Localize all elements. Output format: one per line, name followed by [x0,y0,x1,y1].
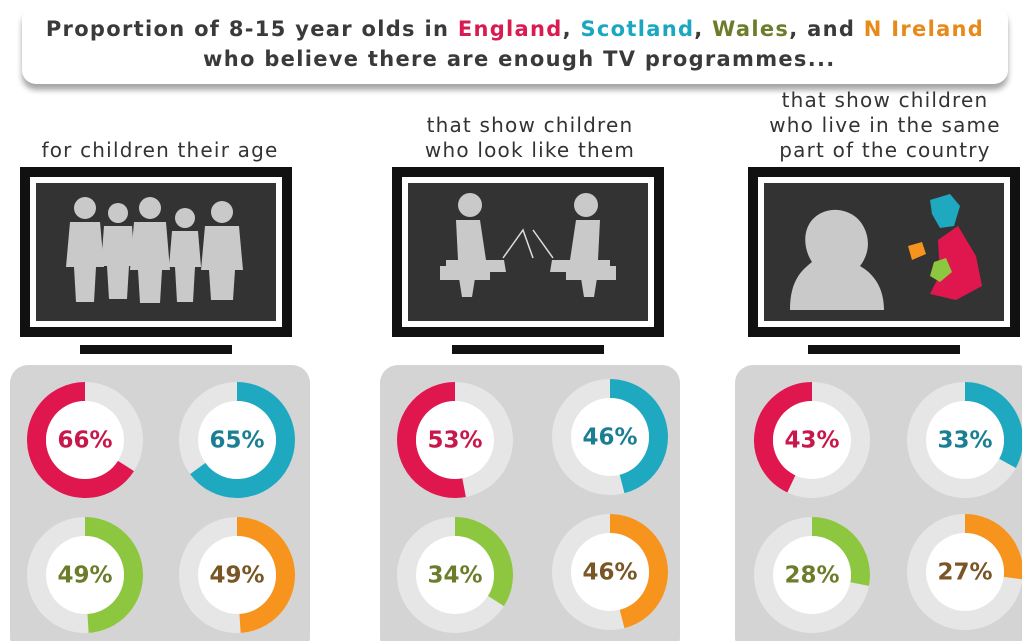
title: Proportion of 8-15 year olds in England,… [22,6,1008,84]
chart-subtitle: who look like them [425,138,635,162]
donut-hole [571,533,649,611]
chart-subtitle: that show children [427,113,634,137]
value-label: 28% [784,563,839,589]
donut-hole [198,401,276,479]
tv [392,167,664,354]
chart-subtitle: who live in the same [769,113,1000,137]
value-label: 27% [937,560,992,586]
chart-subtitle: that show children [782,88,989,112]
donut-arc [754,382,813,493]
value-label: 33% [937,428,992,454]
title-part: , [562,17,581,41]
donut-hole [773,536,851,614]
donut-hole [198,536,276,614]
donut-hole [926,401,1004,479]
title-part: Proportion of 8-15 year olds in [45,17,458,41]
donut-arc [397,382,466,498]
title-part: Scotland [580,17,695,41]
donut-arc [609,379,668,494]
chart-subtitle: for children their age [41,138,278,162]
value-label: 66% [57,428,112,454]
donut-arc [454,517,513,607]
value-label: 65% [209,428,264,454]
tv [748,167,1020,354]
title-part: , and [789,17,864,41]
donut-arc [964,382,1022,468]
donut-arc [190,382,295,498]
donut-arc [236,517,295,633]
donut-hole [46,536,124,614]
value-label: 46% [582,425,637,451]
title-part: , [694,17,713,41]
title-part: who believe there are enough TV programm… [194,47,836,71]
tv [20,167,292,354]
donut-hole [416,536,494,614]
chart-subtitle: part of the country [779,138,990,162]
donut-hole [773,401,851,479]
donut-arc [84,517,143,633]
donut-hole [571,398,649,476]
donut-arc [964,514,1022,580]
donut-arc [609,514,668,629]
value-label: 53% [427,428,482,454]
value-label: 49% [209,563,264,589]
value-label: 43% [784,428,839,454]
donut-hole [46,401,124,479]
donut-arc [27,382,134,498]
title-part: N Ireland [863,17,985,41]
donut-hole [416,401,494,479]
title-part: England [457,17,563,41]
title-part: Wales [712,17,790,41]
donut-arc [811,517,870,586]
value-label: 49% [57,563,112,589]
donut-hole [926,533,1004,611]
value-label: 46% [582,560,637,586]
value-label: 34% [427,563,482,589]
